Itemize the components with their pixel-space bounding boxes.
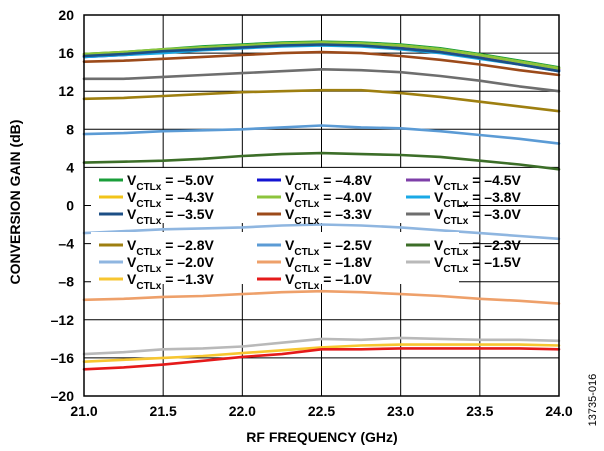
legend-label: VCTLx = –1.0V [285, 271, 373, 292]
y-axis-label: CONVERSION GAIN (dB) [7, 120, 23, 285]
y-tick-label: –8 [58, 274, 74, 290]
y-tick-labels: 20 16 12 8 4 0 –4 –8 –12 –16 –20 [51, 7, 75, 404]
x-tick-labels: 21.0 21.5 22.0 22.5 23.0 23.5 24.0 [70, 403, 572, 419]
legend-label: VCTLx = –1.3V [127, 271, 215, 292]
legend-item: VCTLx = –4.3V [99, 189, 215, 210]
y-tick-label: –20 [51, 388, 75, 404]
legend-label: VCTLx = –1.5V [434, 254, 522, 275]
y-tick-label: 4 [66, 159, 74, 175]
legend-label: VCTLx = –4.3V [127, 189, 215, 210]
y-tick-label: 20 [58, 7, 74, 23]
series-line [82, 124, 561, 145]
legend-item: VCTLx = –4.5V [406, 172, 522, 193]
y-tick-label: 0 [66, 198, 74, 214]
x-tick-label: 24.0 [545, 403, 572, 419]
legend-label: VCTLx = –4.8V [285, 172, 373, 193]
y-tick-label: 8 [66, 121, 74, 137]
legend-label: VCTLx = –4.0V [285, 189, 373, 210]
legend-label: VCTLx = –2.0V [127, 254, 215, 275]
series-line [82, 336, 561, 356]
legend-label: VCTLx = –3.5V [127, 206, 215, 227]
y-tick-label: 12 [58, 83, 74, 99]
x-tick-label: 21.5 [150, 403, 177, 419]
legend-label: VCTLx = –3.0V [434, 206, 522, 227]
y-tick-label: –4 [58, 236, 74, 252]
series-line [82, 43, 561, 73]
legend-label: VCTLx = –2.3V [434, 237, 522, 258]
series-line [82, 41, 561, 70]
series-line [82, 347, 561, 371]
x-tick-label: 21.0 [70, 403, 97, 419]
legend-box [91, 232, 459, 284]
legend-item: VCTLx = –1.8V [257, 254, 373, 275]
legend: VCTLx = –5.0V VCTLx = –4.8V VCTLx = –4.5VV… [91, 168, 522, 292]
plot-frame [83, 14, 560, 397]
series-line [82, 343, 561, 364]
legend-item: VCTLx = –4.0V [257, 189, 373, 210]
x-axis-label: RF FREQUENCY (GHz) [246, 429, 397, 445]
legend-item: VCTLx = –3.5V [99, 206, 215, 227]
legend-label: VCTLx = –1.8V [285, 254, 373, 275]
legend-item: VCTLx = –1.0V [257, 271, 373, 292]
legend-item: VCTLx = –3.8V [406, 189, 522, 210]
x-tick-label: 23.5 [466, 403, 493, 419]
y-tick-label: –12 [51, 312, 75, 328]
series-line [82, 289, 561, 305]
series-line [82, 151, 561, 171]
legend-item: VCTLx = –2.0V [99, 254, 215, 275]
series-line [82, 50, 561, 77]
y-tick-label: 16 [58, 45, 74, 61]
x-tick-label: 23.0 [387, 403, 414, 419]
legend-label: VCTLx = –2.5V [285, 237, 373, 258]
legend-item: VCTLx = –2.8V [99, 237, 215, 258]
series-line [82, 223, 561, 241]
legend-label: VCTLx = –3.8V [434, 189, 522, 210]
x-tick-label: 22.0 [229, 403, 256, 419]
legend-label: VCTLx = –4.5V [434, 172, 522, 193]
legend-item: VCTLx = –2.3V [406, 237, 522, 258]
legend-item: VCTLx = –1.5V [406, 254, 522, 275]
series-line [82, 88, 561, 113]
x-tick-label: 22.5 [308, 403, 335, 419]
legend-label: VCTLx = –3.3V [285, 206, 373, 227]
series-line [82, 68, 561, 93]
series-lines [82, 40, 561, 371]
legend-item: VCTLx = –3.3V [257, 206, 373, 227]
legend-item: VCTLx = –3.0V [406, 206, 522, 227]
legend-label: VCTLx = –5.0V [127, 172, 215, 193]
y-tick-label: –16 [51, 350, 75, 366]
legend-label: VCTLx = –2.8V [127, 237, 215, 258]
legend-item: VCTLx = –4.8V [257, 172, 373, 193]
legend-item: VCTLx = –2.5V [257, 237, 373, 258]
legend-item: VCTLx = –5.0V [99, 172, 215, 193]
legend-item: VCTLx = –1.3V [99, 271, 215, 292]
figure-id: 13735-016 [587, 374, 599, 427]
